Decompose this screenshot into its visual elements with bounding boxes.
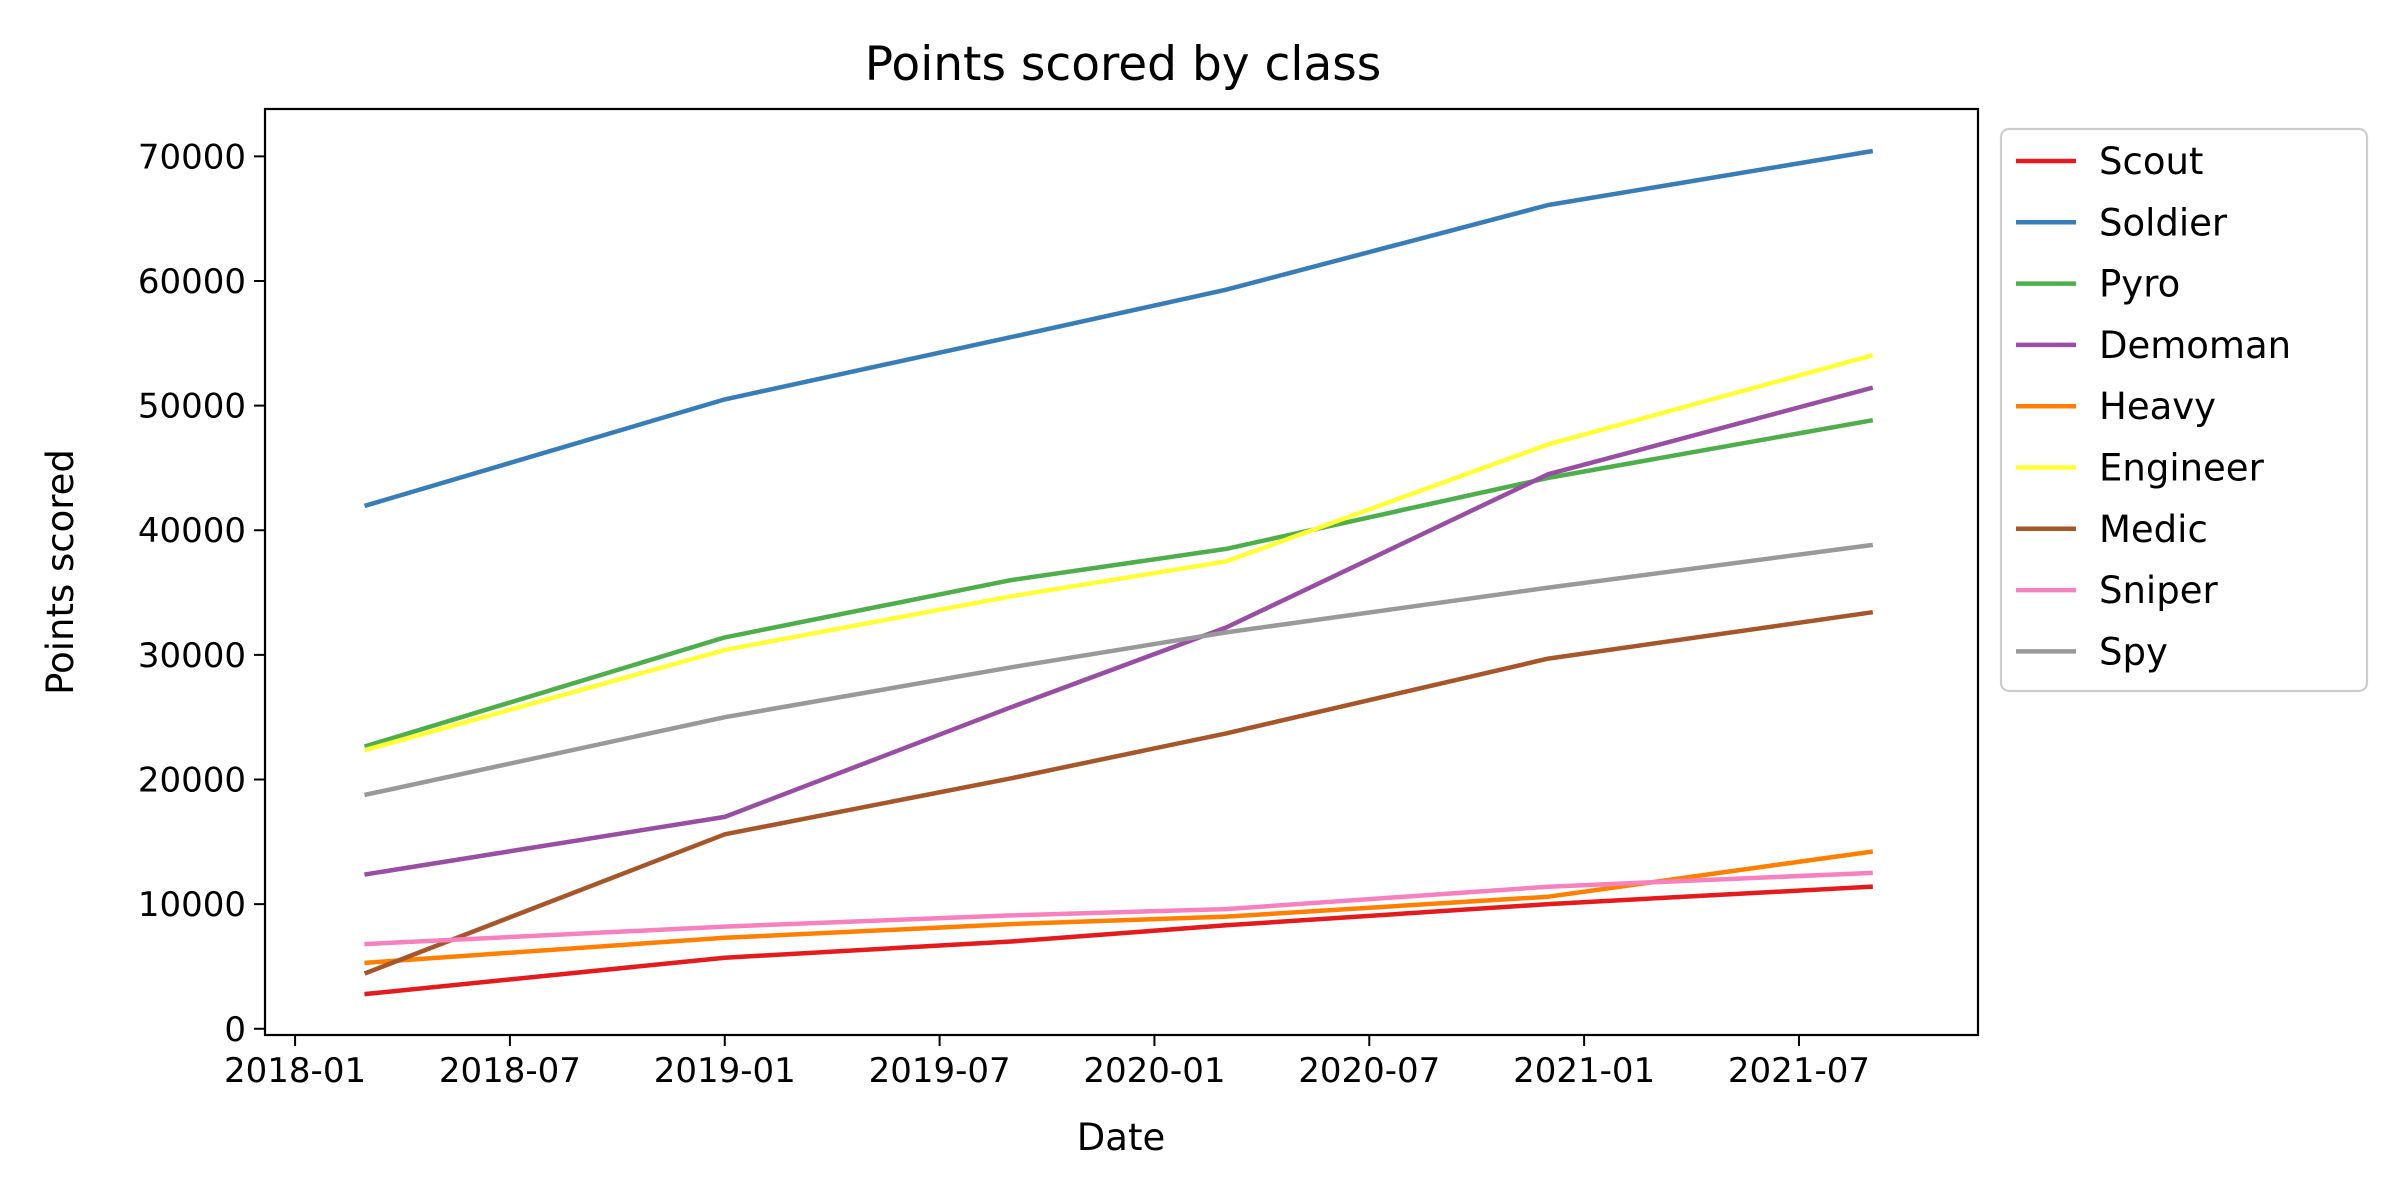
legend-label-soldier: Soldier xyxy=(2099,201,2228,244)
x-tick-label: 2020-07 xyxy=(1298,1051,1440,1091)
y-tick-label: 0 xyxy=(224,1010,246,1050)
series-line-sniper xyxy=(364,870,1873,947)
series-line-demoman xyxy=(364,385,1874,877)
x-tick-label: 2019-07 xyxy=(869,1051,1011,1091)
x-tick-label: 2018-01 xyxy=(224,1051,366,1091)
series-line-medic xyxy=(363,609,1874,976)
chart-title: Points scored by class xyxy=(865,37,1381,92)
x-axis-title: Date xyxy=(1077,1116,1165,1159)
y-axis: 0 10000 20000 30000 40000 50000 60000 70000 xyxy=(138,137,265,1050)
series-line-engineer xyxy=(363,353,1874,753)
y-tick-label: 30000 xyxy=(138,636,246,676)
series-line-pyro xyxy=(363,417,1874,749)
y-tick-label: 10000 xyxy=(138,885,246,925)
y-tick-label: 60000 xyxy=(138,262,246,302)
y-tick-label: 20000 xyxy=(138,761,246,801)
legend-label-demoman: Demoman xyxy=(2099,324,2291,367)
legend-label-spy: Spy xyxy=(2099,630,2168,673)
series-layer xyxy=(363,148,1874,997)
x-tick-label: 2020-01 xyxy=(1083,1051,1225,1091)
series-line-soldier xyxy=(363,148,1874,509)
y-tick-label: 70000 xyxy=(138,137,246,177)
x-tick-label: 2019-01 xyxy=(654,1051,796,1091)
legend-label-scout: Scout xyxy=(2099,140,2203,183)
legend-frame xyxy=(1999,127,2369,693)
series-line-scout xyxy=(364,884,1873,997)
y-tick-label: 50000 xyxy=(138,387,246,427)
x-tick-label: 2018-07 xyxy=(439,1051,581,1091)
legend-label-sniper: Sniper xyxy=(2099,569,2218,612)
legend-label-medic: Medic xyxy=(2099,508,2208,551)
series-line-spy xyxy=(364,542,1874,798)
x-tick-label: 2021-07 xyxy=(1728,1051,1870,1091)
legend-label-heavy: Heavy xyxy=(2099,385,2216,428)
series-line-heavy xyxy=(364,849,1874,966)
legend: Scout Soldier Pyro Demoman Heavy Engineer Medi… xyxy=(1999,127,2369,693)
legend-label-engineer: Engineer xyxy=(2099,447,2265,490)
legend-label-pyro: Pyro xyxy=(2099,263,2180,306)
x-tick-label: 2021-01 xyxy=(1513,1051,1655,1091)
y-axis-title: Points scored xyxy=(39,449,82,695)
plot-area-frame xyxy=(263,107,1980,1037)
y-tick-label: 40000 xyxy=(138,511,246,551)
x-axis: 2018-01 2018-07 2019-01 2019-07 2020-01 2020-… xyxy=(224,1035,1870,1091)
